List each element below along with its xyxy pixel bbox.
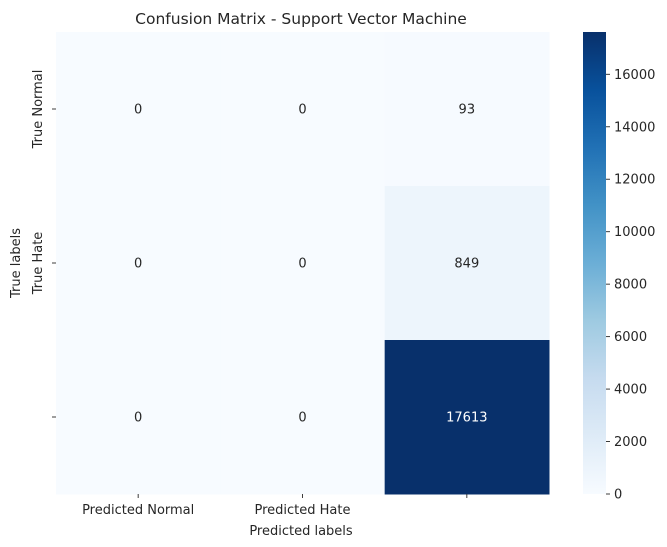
y-axis-ticks: True Normal True Hate: [31, 70, 56, 418]
colorbar-tick-label: 6000: [614, 330, 647, 345]
colorbar-tick-label: 4000: [614, 383, 647, 398]
cell-value-r0-c0: 0: [134, 103, 142, 118]
colorbar-tick-label: 12000: [614, 173, 655, 188]
heatmap-cell-r1-c0: [56, 186, 221, 341]
colorbar-tick-label: 2000: [614, 435, 647, 450]
heatmap-cells: [56, 32, 550, 495]
colorbar-ticks: 0 2000 4000 6000 8000 10000 12000 14000 16000: [606, 68, 655, 503]
colorbar: [583, 32, 606, 494]
heatmap-cell-r1-c1: [220, 186, 386, 341]
heatmap-cell-r2-c2: [384, 340, 550, 495]
colorbar-tick-label: 8000: [614, 278, 647, 293]
y-axis-label: True labels: [9, 228, 24, 299]
colorbar-tick-label: 0: [614, 488, 622, 503]
cell-value-r1-c1: 0: [298, 257, 306, 272]
cell-value-r1-c0: 0: [134, 257, 142, 272]
y-tick-label: True Hate: [31, 232, 46, 296]
cell-value-r2-c1: 0: [298, 411, 306, 426]
colorbar-tick-label: 16000: [614, 68, 655, 83]
cell-value-r1-c2: 849: [454, 257, 479, 272]
colorbar-tick-label: 10000: [614, 225, 655, 240]
colorbar-tick-label: 14000: [614, 120, 655, 135]
heatmap-cell-r0-c0: [56, 32, 221, 187]
heatmap-cell-r1-c2: [384, 186, 550, 341]
x-axis-ticks: Predicted Normal Predicted Hate: [82, 494, 468, 518]
heatmap-annotations: 0 0 93 0 0 849 0 0 17613: [134, 103, 487, 426]
cell-value-r0-c2: 93: [459, 103, 476, 118]
x-tick-label: Predicted Hate: [255, 503, 351, 518]
cell-value-r2-c0: 0: [134, 411, 142, 426]
heatmap-cell-r2-c1: [220, 340, 386, 495]
heatmap-cell-r0-c1: [220, 32, 386, 187]
y-tick-label: True Normal: [31, 70, 46, 150]
chart-title: Confusion Matrix - Support Vector Machin…: [135, 10, 467, 28]
x-axis-label: Predicted labels: [249, 524, 353, 539]
cell-value-r2-c2: 17613: [446, 411, 487, 426]
heatmap-cell-r2-c0: [56, 340, 221, 495]
x-tick-label: Predicted Normal: [82, 503, 194, 518]
heatmap-cell-r0-c2: [384, 32, 550, 187]
cell-value-r0-c1: 0: [298, 103, 306, 118]
